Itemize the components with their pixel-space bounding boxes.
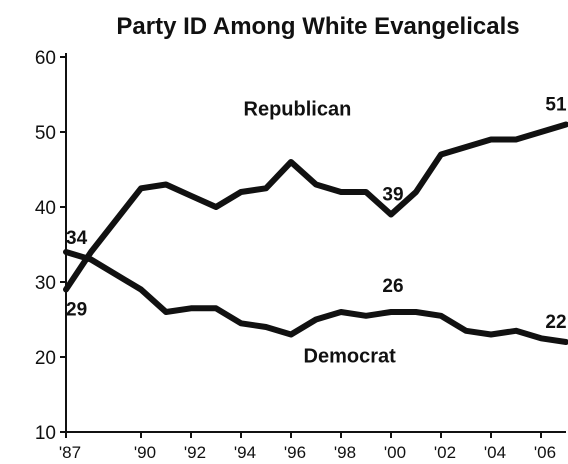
- data-label: 26: [382, 276, 403, 297]
- y-axis-ticks: 10 20 30 40 50 60: [35, 48, 66, 444]
- data-labels: 34 29 39 26 51 22: [66, 95, 567, 334]
- x-axis-ticks: '87 '90 '92 '94 '96 '98 '00 '02 '04 '06: [59, 432, 556, 462]
- data-label: 22: [545, 312, 566, 333]
- series-label-democrat: Democrat: [304, 345, 397, 367]
- series-lines: [63, 121, 568, 345]
- data-label: 39: [382, 185, 403, 206]
- chart-title: Party ID Among White Evangelicals: [116, 13, 519, 40]
- y-tick-label: 20: [35, 348, 56, 369]
- x-tick-label: '96: [284, 443, 306, 462]
- data-label: 51: [545, 95, 567, 116]
- data-label: 29: [66, 300, 87, 321]
- x-tick-label: '02: [434, 443, 456, 462]
- series-line-republican: [63, 121, 568, 293]
- data-label: 34: [66, 228, 88, 249]
- y-tick-label: 30: [35, 273, 56, 294]
- y-tick-label: 50: [35, 123, 56, 144]
- x-tick-label: '94: [234, 443, 256, 462]
- series-label-republican: Republican: [244, 99, 352, 121]
- x-tick-label: '00: [384, 443, 406, 462]
- x-tick-label: '06: [534, 443, 556, 462]
- x-tick-label: '87: [59, 443, 81, 462]
- x-tick-label: '04: [484, 443, 506, 462]
- y-tick-label: 10: [35, 423, 56, 444]
- series-labels: Republican Democrat: [244, 99, 397, 368]
- x-tick-label: '90: [134, 443, 156, 462]
- axes: [65, 53, 566, 433]
- y-tick-label: 60: [35, 48, 56, 69]
- x-tick-label: '98: [334, 443, 356, 462]
- x-tick-label: '92: [184, 443, 206, 462]
- series-line-democrat: [63, 249, 568, 345]
- y-tick-label: 40: [35, 198, 56, 219]
